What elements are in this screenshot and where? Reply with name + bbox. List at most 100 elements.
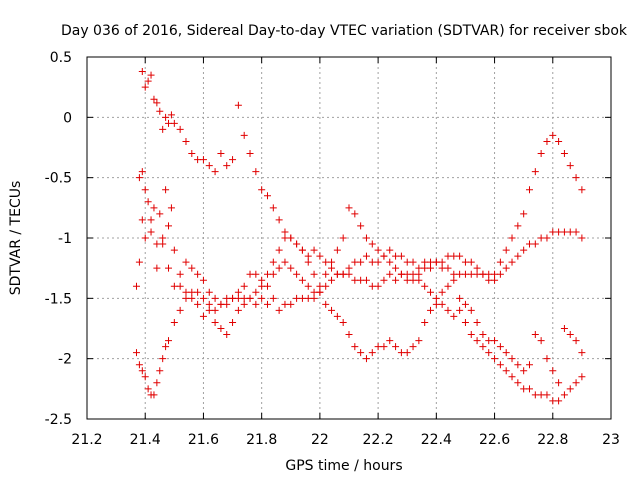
data-point	[386, 246, 394, 254]
data-point	[205, 288, 213, 296]
data-point	[150, 204, 158, 212]
data-point	[304, 252, 312, 260]
data-point	[415, 276, 423, 284]
data-point	[473, 337, 481, 345]
data-point	[456, 252, 464, 260]
data-point	[234, 101, 242, 109]
data-point	[555, 397, 563, 405]
data-point	[531, 331, 539, 339]
data-point	[269, 294, 277, 302]
data-point	[438, 258, 446, 266]
data-point	[234, 294, 242, 302]
data-point	[520, 367, 528, 375]
data-point	[170, 318, 178, 326]
data-point	[397, 252, 405, 260]
data-point	[392, 264, 400, 272]
x-tick-label: 21.6	[188, 432, 219, 448]
data-point	[310, 294, 318, 302]
data-point	[479, 270, 487, 278]
data-point	[281, 258, 289, 266]
data-point	[199, 294, 207, 302]
data-point	[525, 361, 533, 369]
data-point	[328, 258, 336, 266]
data-point	[456, 306, 464, 314]
data-point	[240, 131, 248, 139]
data-point	[310, 270, 318, 278]
data-point	[269, 258, 277, 266]
y-tick-label: 0	[63, 110, 72, 126]
data-point	[275, 246, 283, 254]
data-point	[316, 282, 324, 290]
data-point	[281, 228, 289, 236]
data-point	[217, 325, 225, 332]
x-tick-label: 22.4	[421, 432, 452, 448]
x-tick-label: 21.4	[130, 432, 161, 448]
data-point	[234, 288, 242, 296]
data-point	[205, 306, 213, 314]
data-point	[555, 379, 563, 387]
data-point	[438, 300, 446, 308]
data-point	[549, 367, 557, 375]
data-point	[246, 294, 254, 302]
data-point	[345, 331, 353, 339]
y-tick-label: 0.5	[50, 50, 72, 66]
data-point	[188, 150, 196, 158]
data-point	[386, 337, 394, 345]
y-axis-label: SDTVAR / TECUs	[8, 181, 24, 296]
data-point	[132, 349, 140, 357]
data-point	[345, 204, 353, 212]
data-point	[525, 385, 533, 393]
data-point	[473, 318, 481, 326]
data-point	[240, 300, 248, 308]
x-tick-label: 22	[311, 432, 329, 448]
data-point	[211, 168, 219, 176]
data-point	[386, 258, 394, 266]
data-point	[578, 373, 586, 381]
data-point	[444, 264, 452, 272]
data-point	[316, 252, 324, 260]
data-point	[322, 300, 330, 308]
data-point	[392, 343, 400, 351]
data-point	[415, 337, 423, 345]
data-point	[182, 137, 190, 145]
data-point	[147, 71, 155, 79]
data-point	[298, 276, 306, 284]
data-point	[467, 306, 475, 314]
data-point	[211, 294, 219, 302]
data-point	[304, 258, 312, 266]
data-point	[368, 240, 376, 248]
data-point	[162, 113, 170, 121]
data-point	[176, 125, 184, 133]
data-point	[141, 234, 149, 242]
data-point	[508, 258, 516, 266]
data-point	[502, 246, 510, 254]
x-tick-label: 22.8	[537, 432, 568, 448]
data-point	[403, 270, 411, 278]
data-point	[386, 270, 394, 278]
data-point	[502, 349, 510, 357]
data-point	[427, 306, 435, 314]
data-point	[566, 331, 574, 339]
chart-title: Day 036 of 2016, Sidereal Day-to-day VTE…	[61, 23, 628, 39]
data-point	[165, 264, 173, 272]
data-point	[293, 240, 301, 248]
data-point	[362, 252, 370, 260]
data-point	[362, 234, 370, 242]
data-point	[156, 210, 164, 218]
data-point	[135, 361, 143, 369]
data-point	[165, 337, 173, 345]
y-tick-label: -1	[58, 231, 72, 247]
data-point	[229, 318, 237, 326]
data-point	[167, 204, 175, 212]
data-point	[234, 306, 242, 314]
data-point	[194, 270, 202, 278]
data-point	[165, 222, 173, 230]
data-point	[380, 343, 388, 351]
data-point	[156, 367, 164, 375]
data-point	[170, 246, 178, 254]
data-point	[357, 222, 365, 230]
data-point	[144, 77, 152, 85]
data-point	[560, 391, 568, 399]
data-point	[170, 119, 178, 127]
